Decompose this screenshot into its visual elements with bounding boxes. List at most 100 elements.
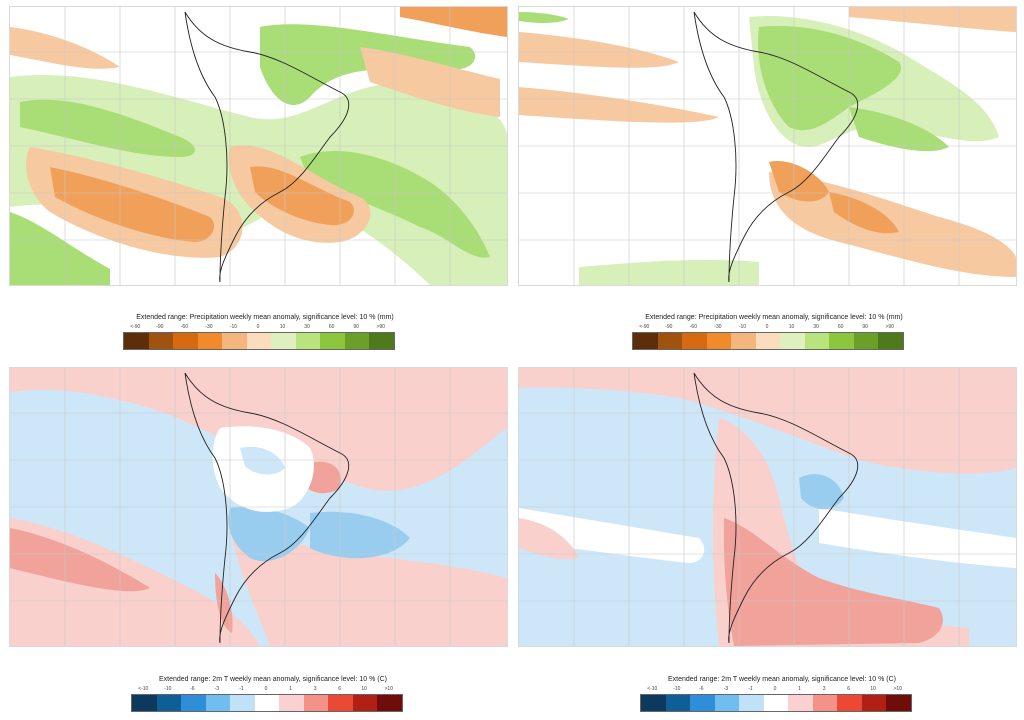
legend-color-swatch [755,333,781,349]
legend-tick-label: 10 [361,686,367,692]
legend-color-swatch [837,695,862,711]
legend-color-swatch [665,695,691,711]
legend-tick-label: -60 [180,324,188,330]
legend-color-swatch [886,695,912,711]
legend-tick-label: >10 [384,686,393,692]
legend-tick-label: 0 [765,324,769,330]
coastline [184,372,350,644]
legend-tick-label: -90 [156,324,164,330]
legend-color-swatch [320,333,345,349]
legend-ticks: <-90 -90 -60 -30 -10 0 10 30 60 90 >90 [632,323,902,332]
legend-tick-label: -3 [214,686,220,692]
legend-color-swatch [197,333,223,349]
legend-color-swatch [124,333,149,349]
legend-tick-label: 3 [822,686,826,692]
legend-color-swatch [156,695,182,711]
legend-tick-label: 60 [328,324,335,330]
legend-color-swatch [279,695,304,711]
coastline [693,11,859,283]
legend-colorbar [640,694,912,712]
legend-tick-label: -10 [673,686,681,692]
legend-ticks: <-90 -90 -60 -30 -10 0 10 30 60 90 >90 [123,323,393,332]
legend-color-swatch [763,695,789,711]
legend-color-swatch [788,695,813,711]
legend-color-swatch [271,333,296,349]
legend-color-swatch [344,333,370,349]
legend-color-swatch [812,695,838,711]
legend-tick-label: -10 [738,324,747,330]
legend-tick-label: 6 [338,686,342,692]
legend-tick-label: 90 [862,324,868,330]
legend-tick-label: >90 [885,324,894,330]
legend-title: Extended range: Precipitation weekly mea… [645,314,903,321]
legend-tick-label: 0 [256,324,260,330]
grid-lines [519,7,1016,285]
temp-legend-right: Extended range: 2m T weekly mean anomaly… [632,675,932,712]
legend-color-swatch [804,333,830,349]
legend-color-swatch [706,333,732,349]
temp-map-left [9,367,508,647]
legend-tick-label: -1 [239,686,244,692]
legend-tick-label: >10 [893,686,902,692]
grid-lines [519,368,1016,646]
legend-color-swatch [657,333,683,349]
coastline [693,372,859,644]
legend-tick-label: 0 [264,686,268,692]
anomaly-fill [519,7,1016,285]
legend-tick-label: <-10 [647,686,658,692]
legend-color-swatch [731,333,756,349]
legend-tick-label: 10 [870,686,876,692]
legend-color-swatch [682,333,707,349]
legend-color-swatch [829,333,854,349]
legend-color-swatch [739,695,764,711]
legend-title: Extended range: 2m T weekly mean anomaly… [158,676,387,683]
legend-tick-label: -3 [723,686,729,692]
legend-color-swatch [352,695,378,711]
legend-tick-label: 0 [773,686,777,692]
legend-color-swatch [861,695,887,711]
legend-color-swatch [780,333,805,349]
legend-tick-label: -1 [748,686,753,692]
legend-color-swatch [714,695,740,711]
legend-tick-label: 30 [304,324,310,330]
legend-color-swatch [254,695,280,711]
legend-tick-label: -60 [689,324,697,330]
legend-tick-label: 10 [279,324,286,330]
legend-color-swatch [148,333,174,349]
legend-tick-label: -6 [699,686,704,692]
legend-tick-label: -10 [164,686,172,692]
legend-color-swatch [222,333,247,349]
legend-color-swatch [295,333,321,349]
legend-title: Extended range: Precipitation weekly mea… [136,314,394,321]
legend-colorbar [123,332,395,350]
legend-tick-label: 3 [313,686,317,692]
legend-tick-label: 30 [813,324,819,330]
legend-ticks: <-10 -10 -6 -3 -1 0 1 3 6 10 >10 [131,685,401,694]
legend-ticks: <-10 -10 -6 -3 -1 0 1 3 6 10 >10 [640,685,910,694]
legend-color-swatch [132,695,157,711]
legend-color-swatch [303,695,329,711]
precip-map-right [518,6,1017,286]
legend-tick-label: 6 [847,686,851,692]
legend-color-swatch [377,695,403,711]
grid-lines [10,7,507,285]
anomaly-fill [10,7,507,285]
legend-colorbar [632,332,904,350]
legend-tick-label: -6 [190,686,195,692]
legend-title: Extended range: 2m T weekly mean anomaly… [667,676,896,683]
legend-color-swatch [230,695,255,711]
coastline [184,11,350,283]
legend-color-swatch [641,695,666,711]
precip-legend-left: Extended range: Precipitation weekly mea… [115,313,415,350]
legend-color-swatch [878,333,904,349]
legend-tick-label: -10 [229,324,238,330]
legend-tick-label: 90 [353,324,359,330]
precip-map-left [9,6,508,286]
temp-legend-left: Extended range: 2m T weekly mean anomaly… [123,675,423,712]
legend-tick-label: -30 [205,324,213,330]
legend-color-swatch [205,695,231,711]
legend-tick-label: -30 [714,324,722,330]
legend-tick-label: 1 [798,686,801,692]
legend-color-swatch [853,333,879,349]
legend-tick-label: <-90 [130,324,141,330]
